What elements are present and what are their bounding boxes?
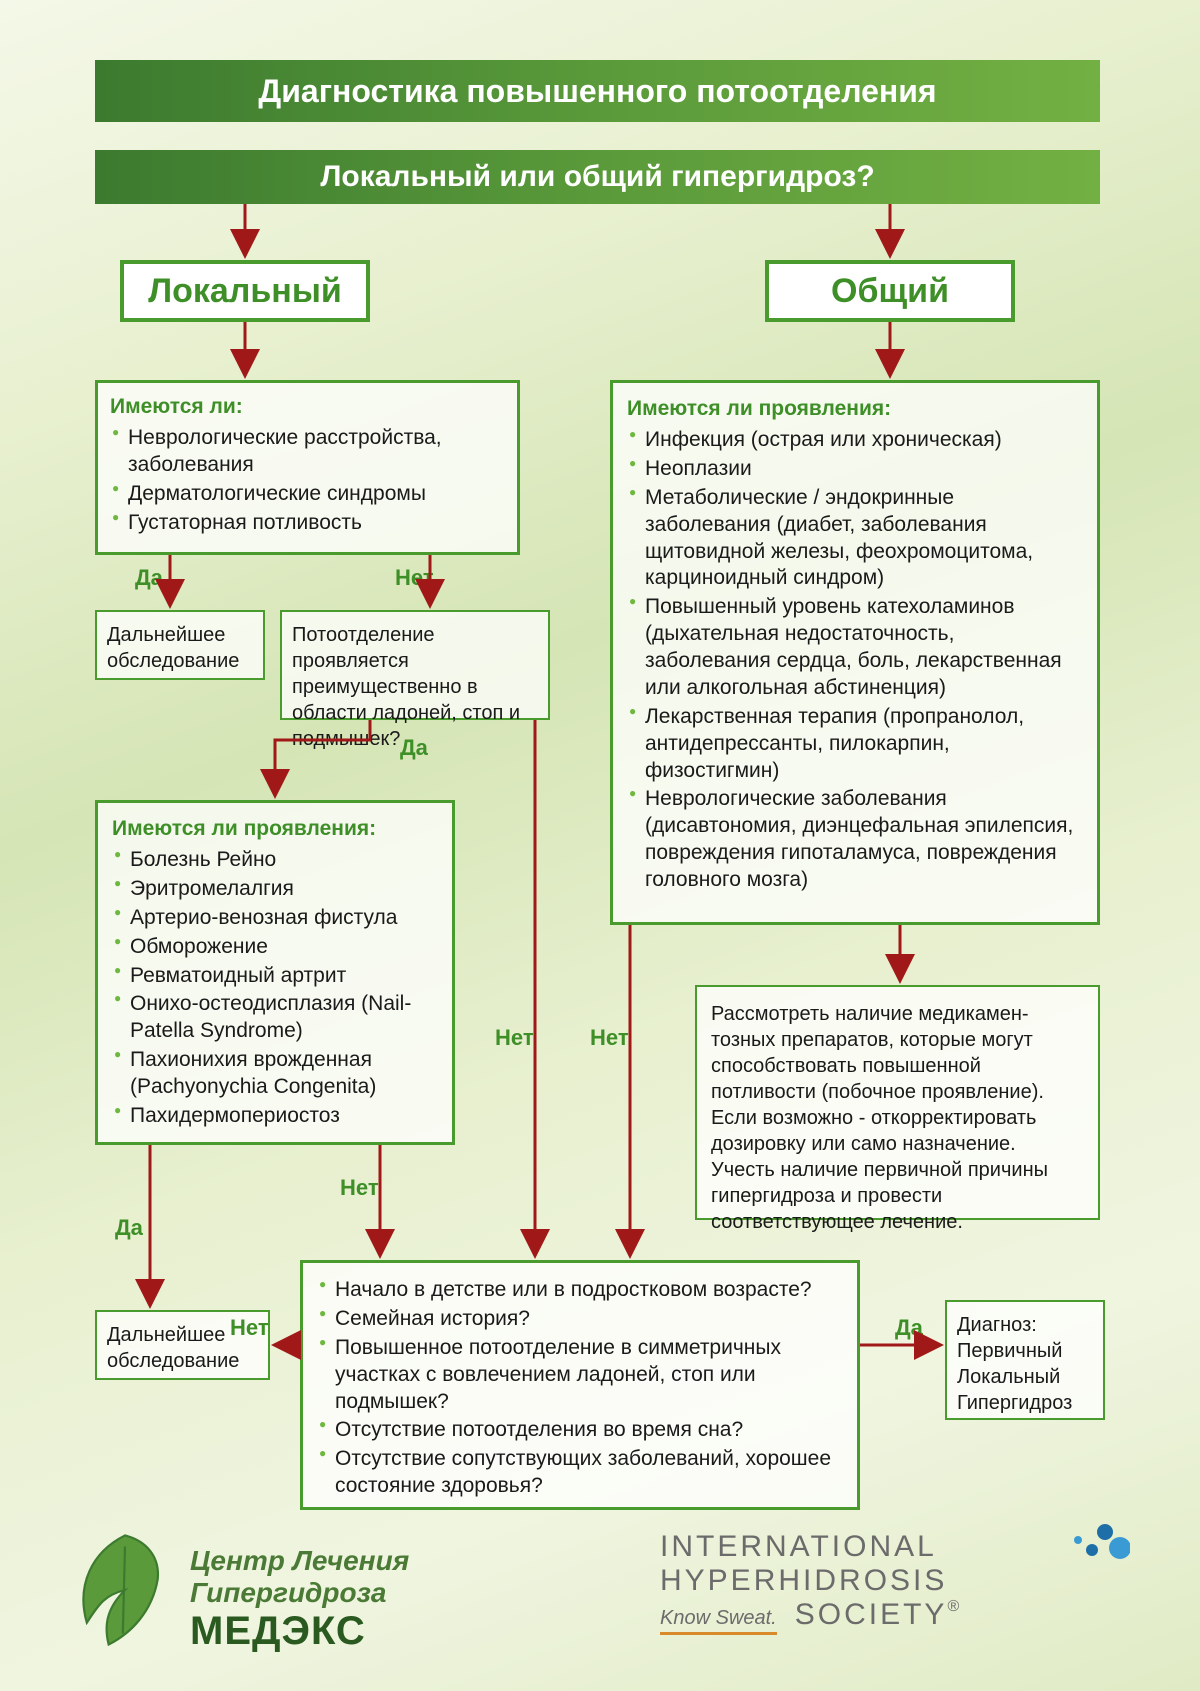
list-item: Повышенный уровень катехоламинов (дыхате… (627, 594, 1083, 702)
list-item: Пахидермопериостоз (112, 1103, 438, 1130)
list-item: Метаболические / эндокринные заболевания… (627, 485, 1083, 593)
list-item: Густаторная потливость (110, 510, 505, 537)
further2-text: Дальнейшее обследование (107, 1324, 239, 1372)
sweat-area-text: Потоотделение проявляется преимущественн… (292, 624, 520, 750)
list-item: Онихо-остеодисплазия (Nail-Patella Syndr… (112, 991, 438, 1045)
footer-right-line3: SOCIETY (795, 1598, 948, 1631)
list-item: Эритромелалгия (112, 876, 438, 903)
list-item: Пахионихия врожденная (Pachyonychia Cong… (112, 1047, 438, 1101)
list-item: Лекарственная терапия (пропранолол, анти… (627, 704, 1083, 785)
list-item: Начало в детстве или в подростковом возр… (317, 1277, 843, 1304)
general-decision-box: Общий (765, 260, 1015, 322)
list-item: Ревматоидный артрит (112, 963, 438, 990)
local-label: Локальный (148, 272, 342, 311)
leaf-icon (70, 1530, 180, 1650)
local-check-box: Имеются ли: Неврологические расстройства… (95, 380, 520, 555)
list-item: Артерио-венозная фистула (112, 905, 438, 932)
label-yes: Да (135, 565, 163, 591)
meds-text: Рассмотреть наличие медикамен­тозных пре… (711, 1003, 1048, 1233)
list-item: Неоплазии (627, 456, 1083, 483)
footer-right: INTERNATIONAL HYPERHIDROSIS Know Sweat. … (660, 1530, 1140, 1635)
general-check-box: Имеются ли проявления: Инфекция (острая … (610, 380, 1100, 925)
question-text: Локальный или общий гипергидроз? (320, 160, 874, 194)
label-yes: Да (115, 1215, 143, 1241)
manifest-heading: Имеются ли проявления: (112, 817, 438, 841)
general-check-heading: Имеются ли проявления: (627, 397, 1083, 421)
criteria-box: Начало в детстве или в подростковом возр… (300, 1260, 860, 1510)
local-check-list: Неврологические расстройства, заболевани… (110, 425, 505, 537)
label-yes: Да (400, 735, 428, 761)
footer-right-tagline: Know Sweat. (660, 1607, 777, 1635)
title-text: Диагностика повышенного потоотделения (258, 73, 936, 110)
diagnosis-text: Диагноз: Первичный Локальный Гипергидроз (957, 1314, 1072, 1414)
further-investigation-1: Дальнейшее обследование (95, 610, 265, 680)
footer-left-line3: МЕДЭКС (190, 1609, 409, 1654)
label-no: Нет (230, 1315, 269, 1341)
question-bar: Локальный или общий гипергидроз? (95, 150, 1100, 204)
footer-left-line1: Центр Лечения (190, 1545, 409, 1577)
label-no: Нет (340, 1175, 379, 1201)
local-decision-box: Локальный (120, 260, 370, 322)
list-item: Обморожение (112, 934, 438, 961)
list-item: Болезнь Рейно (112, 847, 438, 874)
list-item: Дерматологические синдромы (110, 481, 505, 508)
logo-dots-icon (1040, 1520, 1130, 1585)
list-item: Неврологические расстройства, заболевани… (110, 425, 505, 479)
general-check-list: Инфекция (острая или хроническая)Неоплаз… (627, 427, 1083, 894)
list-item: Семейная история? (317, 1306, 843, 1333)
list-item: Инфекция (острая или хроническая) (627, 427, 1083, 454)
label-no: Нет (395, 565, 434, 591)
title-bar: Диагностика повышенного потоотделения (95, 60, 1100, 122)
footer-left: Центр Лечения Гипергидроза МЕДЭКС (190, 1545, 409, 1654)
list-item: Отсутствие сопутствующих заболеваний, хо… (317, 1446, 843, 1500)
local-check-heading: Имеются ли: (110, 395, 505, 419)
list-item: Неврологические заболевания (дисавтономи… (627, 786, 1083, 894)
footer-left-line2: Гипергидроза (190, 1577, 409, 1609)
registered-icon: ® (947, 1598, 962, 1615)
label-no: Нет (495, 1025, 534, 1051)
manifest-list: Болезнь РейноЭритромелалгияАртерио-веноз… (112, 847, 438, 1130)
general-label: Общий (831, 272, 949, 311)
list-item: Повышенное потоотделение в симметричных … (317, 1335, 843, 1416)
diagnosis-box: Диагноз: Первичный Локальный Гипергидроз (945, 1300, 1105, 1420)
label-no: Нет (590, 1025, 629, 1051)
medications-box: Рассмотреть наличие медикамен­тозных пре… (695, 985, 1100, 1220)
manifestations-box: Имеются ли проявления: Болезнь РейноЭрит… (95, 800, 455, 1145)
sweat-area-box: Потоотделение проявляется преимущественн… (280, 610, 550, 720)
further1-text: Дальнейшее обследование (107, 624, 239, 672)
criteria-list: Начало в детстве или в подростковом возр… (317, 1277, 843, 1500)
label-yes: Да (895, 1315, 923, 1341)
list-item: Отсутствие потоотделения во время сна? (317, 1417, 843, 1444)
